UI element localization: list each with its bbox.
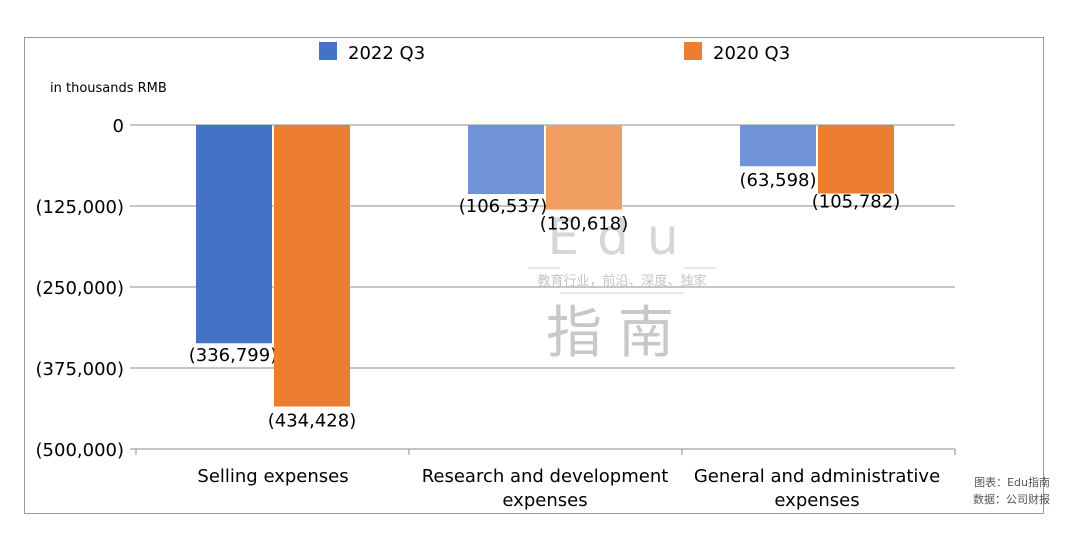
- x-category-label: expenses: [774, 490, 859, 511]
- y-unit-label: in thousands RMB: [50, 81, 167, 96]
- watermark-logo: Edu: [547, 208, 696, 266]
- bar: [740, 125, 816, 167]
- legend-swatch: [319, 42, 337, 60]
- y-tick-label: 0: [113, 116, 124, 137]
- data-label: (106,537): [459, 196, 547, 217]
- data-label: (130,618): [540, 214, 628, 235]
- chart-credit: 图表：Edu指南: [974, 476, 1050, 489]
- data-label: (105,782): [812, 192, 900, 213]
- legend-swatch: [684, 42, 702, 60]
- x-category-label: Research and development: [422, 466, 669, 487]
- chart-frame: [24, 37, 1044, 514]
- x-category-label: expenses: [502, 490, 587, 511]
- watermark: Edu 教育行业，前沿、深度、独家 指南: [528, 208, 716, 366]
- x-category-label: General and administrative: [694, 466, 940, 487]
- data-label: (336,799): [189, 345, 277, 366]
- bar: [546, 125, 622, 210]
- watermark-brand: 指南: [546, 301, 690, 366]
- legend-label: 2022 Q3: [348, 43, 425, 64]
- legend-label: 2020 Q3: [713, 43, 790, 64]
- x-category-label: Selling expenses: [197, 466, 348, 487]
- y-tick-label: (500,000): [36, 440, 124, 461]
- bar: [274, 125, 350, 407]
- data-label: (434,428): [268, 411, 356, 432]
- bar: [196, 125, 272, 344]
- data-credit: 数据：公司财报: [973, 493, 1050, 506]
- y-tick-label: (125,000): [36, 197, 124, 218]
- data-label: (63,598): [739, 170, 816, 191]
- bar: [468, 125, 544, 195]
- y-tick-label: (250,000): [36, 278, 124, 299]
- bar: [818, 125, 894, 194]
- watermark-tagline: 教育行业，前沿、深度、独家: [537, 273, 706, 289]
- y-tick-label: (375,000): [36, 359, 124, 380]
